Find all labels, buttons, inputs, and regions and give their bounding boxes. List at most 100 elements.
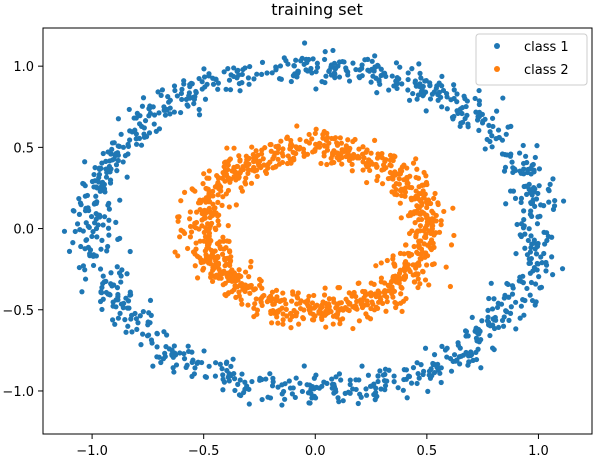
scatter-point-class-1 [543,268,549,274]
scatter-point-class-1 [489,306,496,312]
scatter-point-class-2 [419,249,426,255]
scatter-point-class-1 [201,66,207,72]
scatter-point-class-2 [349,293,355,299]
scatter-point-class-1 [164,332,170,338]
scatter-point-class-2 [399,168,405,174]
scatter-point-class-2 [416,217,422,223]
scatter-point-class-1 [127,248,133,255]
scatter-point-class-1 [142,118,149,124]
scatter-point-class-1 [110,317,116,323]
scatter-point-class-2 [181,189,188,195]
scatter-point-class-1 [518,195,525,202]
scatter-point-class-1 [80,263,86,269]
scatter-point-class-1 [394,78,400,84]
scatter-point-class-2 [318,160,324,167]
scatter-point-class-1 [506,294,512,300]
scatter-point-class-2 [294,295,301,301]
scatter-point-class-2 [375,151,381,157]
scatter-point-class-2 [346,147,352,153]
scatter-point-class-1 [234,75,240,81]
scatter-point-class-2 [375,288,381,294]
scatter-point-class-2 [206,195,212,201]
scatter-point-class-1 [227,373,234,379]
scatter-point-class-2 [309,317,316,323]
scatter-point-class-2 [295,290,301,296]
scatter-point-class-2 [303,138,309,144]
scatter-point-class-2 [203,252,209,258]
scatter-point-class-1 [220,387,226,393]
scatter-point-class-1 [313,69,319,75]
scatter-point-class-1 [528,244,534,251]
scatter-point-class-1 [223,86,229,92]
scatter-point-class-1 [146,310,152,316]
scatter-point-class-1 [518,278,524,285]
scatter-point-class-2 [289,298,295,304]
scatter-point-class-1 [314,64,321,70]
scatter-point-class-2 [194,209,200,215]
scatter-point-class-2 [300,146,307,152]
scatter-point-class-1 [115,143,121,149]
scatter-point-class-1 [489,144,495,150]
x-tick-label: 0.5 [417,444,438,459]
scatter-point-class-1 [319,383,325,389]
scatter-point-class-2 [249,144,255,150]
scatter-point-class-2 [178,227,184,233]
scatter-point-class-1 [510,188,517,194]
scatter-point-class-1 [377,81,383,87]
scatter-point-class-2 [192,188,198,194]
scatter-point-class-1 [386,367,392,373]
scatter-point-class-1 [165,94,171,100]
scatter-point-class-1 [391,373,397,379]
scatter-point-class-1 [99,160,105,166]
scatter-point-class-1 [451,352,458,358]
scatter-point-class-2 [298,298,304,304]
scatter-point-class-1 [299,388,305,395]
scatter-point-class-2 [379,181,386,187]
scatter-point-class-1 [307,400,313,406]
scatter-point-class-2 [367,167,373,174]
scatter-point-class-1 [226,378,232,384]
scatter-point-class-2 [309,300,316,306]
scatter-point-class-2 [355,280,361,286]
scatter-point-class-2 [253,296,259,302]
scatter-point-class-2 [238,273,244,280]
scatter-point-class-1 [375,373,381,379]
scatter-point-class-2 [222,167,229,173]
scatter-point-class-2 [200,181,206,187]
scatter-point-class-1 [128,292,134,298]
scatter-point-class-1 [331,60,338,66]
scatter-point-class-1 [100,150,106,157]
scatter-point-class-1 [431,369,438,376]
scatter-point-class-1 [527,165,534,172]
scatter-point-class-1 [304,382,310,388]
scatter-point-class-1 [113,304,119,310]
scatter-point-class-2 [187,234,194,240]
scatter-point-class-1 [115,157,121,164]
scatter-point-class-1 [236,80,242,87]
scatter-point-class-2 [451,232,457,239]
scatter-point-class-1 [489,133,495,139]
scatter-point-class-1 [286,378,292,384]
scatter-point-class-2 [251,313,257,320]
scatter-point-class-1 [522,297,528,304]
scatter-point-class-2 [410,160,417,166]
scatter-point-class-1 [161,104,167,110]
scatter-point-class-1 [552,197,558,204]
scatter-point-class-2 [245,170,251,176]
scatter-point-class-1 [496,134,502,141]
scatter-point-class-1 [133,136,139,142]
scatter-point-class-2 [256,162,262,169]
scatter-point-class-2 [409,184,415,191]
scatter-point-class-1 [100,273,106,279]
scatter-point-class-2 [356,146,362,152]
scatter-point-class-1 [332,75,338,81]
scatter-point-class-2 [441,208,447,215]
scatter-point-class-1 [127,137,133,143]
scatter-point-class-1 [115,236,121,243]
scatter-point-class-2 [350,325,356,332]
scatter-point-class-2 [208,238,214,244]
scatter-point-class-1 [134,110,140,116]
scatter-point-class-2 [398,291,404,297]
scatter-point-class-2 [311,292,317,299]
scatter-point-class-1 [125,143,132,149]
